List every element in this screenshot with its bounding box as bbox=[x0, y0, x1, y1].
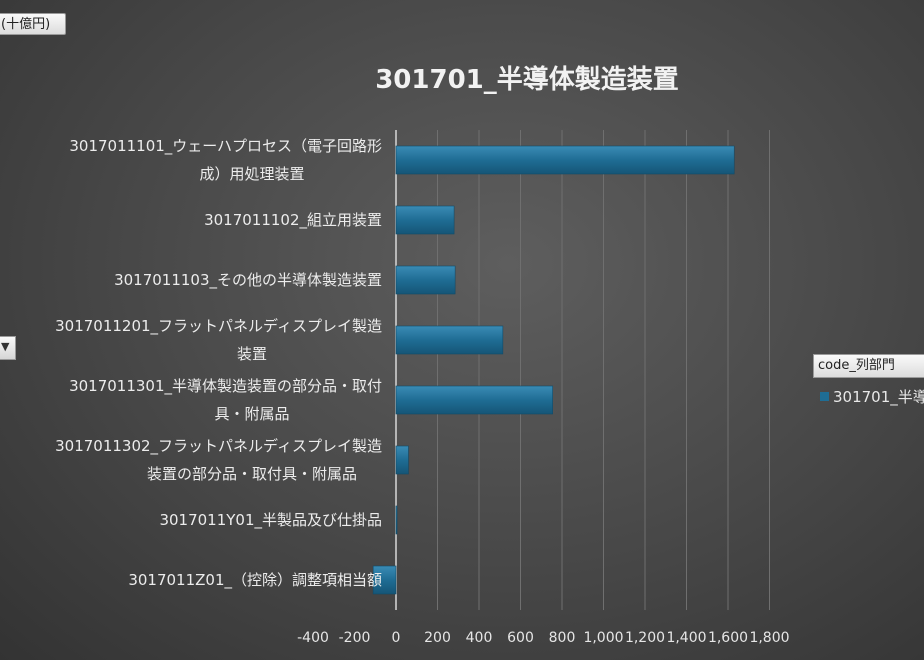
x-tick-label: 1,000 bbox=[583, 630, 623, 646]
bar bbox=[372, 565, 397, 595]
category-label: 3017011102_組立用装置 bbox=[204, 211, 382, 230]
category-label: 3017011101_ウェーハプロセス（電子回路形 bbox=[69, 137, 382, 156]
bar bbox=[395, 145, 735, 175]
x-tick-label: 1,600 bbox=[708, 630, 748, 646]
x-tick-label: 1,800 bbox=[749, 630, 789, 646]
category-label: 装置 bbox=[237, 345, 267, 363]
legend-label: 301701_半導 bbox=[833, 388, 924, 406]
x-tick-label: 1,400 bbox=[666, 630, 706, 646]
bar bbox=[395, 325, 504, 355]
filter-dropdown[interactable]: ▼ bbox=[0, 336, 16, 360]
category-label: 成）用処理装置 bbox=[199, 165, 304, 183]
x-tick-label: 600 bbox=[507, 630, 534, 646]
bar bbox=[395, 445, 409, 475]
unit-button[interactable]: (十億円) bbox=[0, 13, 66, 35]
x-tick-label: 0 bbox=[392, 630, 401, 646]
bar bbox=[395, 385, 553, 415]
category-label: 3017011301_半導体製造装置の部分品・取付 bbox=[69, 377, 382, 396]
x-tick-label: 400 bbox=[466, 630, 493, 646]
chevron-down-icon: ▼ bbox=[1, 340, 10, 353]
category-label: 具・附属品 bbox=[214, 405, 289, 423]
bar bbox=[395, 205, 455, 235]
category-label: 装置の部分品・取付具・附属品 bbox=[147, 465, 357, 483]
x-tick-label: 200 bbox=[424, 630, 451, 646]
chart-title: 301701_半導体製造装置 bbox=[375, 64, 679, 95]
x-tick-label: -400 bbox=[297, 630, 329, 646]
x-tick-label: 800 bbox=[549, 630, 576, 646]
bar bbox=[395, 505, 398, 535]
category-label: 3017011201_フラットパネルディスプレイ製造 bbox=[55, 317, 382, 336]
category-label: 3017011302_フラットパネルディスプレイ製造 bbox=[55, 437, 382, 456]
category-label: 3017011Z01_（控除）調整項相当額 bbox=[128, 571, 382, 590]
category-label: 3017011103_その他の半導体製造装置 bbox=[114, 271, 382, 290]
category-label: 3017011Y01_半製品及び仕掛品 bbox=[159, 511, 382, 530]
legend-item: 301701_半導 bbox=[820, 386, 924, 407]
x-tick-label: 1,200 bbox=[625, 630, 665, 646]
bar bbox=[395, 265, 456, 295]
x-tick-label: -200 bbox=[339, 630, 371, 646]
legend-header[interactable]: code_列部門 bbox=[813, 354, 924, 378]
legend-swatch bbox=[820, 392, 829, 401]
